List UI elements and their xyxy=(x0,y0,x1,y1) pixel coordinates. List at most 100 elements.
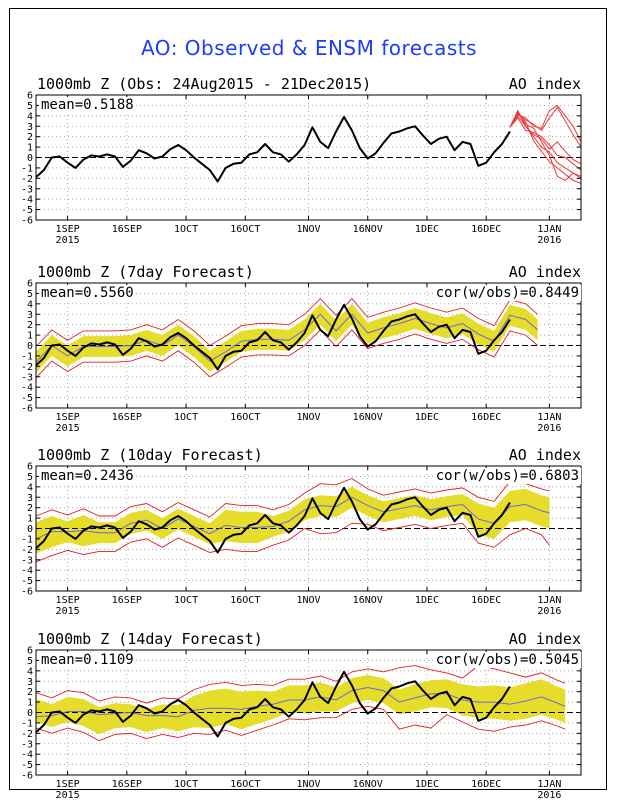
x-tick-label: 1JAN xyxy=(537,595,561,606)
spread-band xyxy=(36,303,538,373)
figure-frame xyxy=(9,8,607,790)
y-tick-label: 6 xyxy=(27,91,33,102)
x-tick-label: 16SEP xyxy=(112,412,142,423)
x-tick-year-label: 2015 xyxy=(56,423,80,434)
y-tick-label: 0 xyxy=(27,524,33,535)
y-tick-label: 5 xyxy=(27,289,33,300)
y-tick-label: -3 xyxy=(21,372,33,383)
x-tick-label: 1DEC xyxy=(415,224,439,235)
ensemble-mean-line xyxy=(35,496,550,540)
y-tick-label: -4 xyxy=(21,195,33,206)
y-tick-label: -6 xyxy=(21,587,33,598)
observed-line xyxy=(35,115,511,183)
y-tick-label: -1 xyxy=(21,351,33,362)
y-tick-label: 2 xyxy=(27,320,33,331)
y-tick-label: -6 xyxy=(21,216,33,227)
ensemble-max-line xyxy=(35,477,550,518)
x-tick-label: 1JAN xyxy=(537,412,561,423)
y-tick-label: 4 xyxy=(27,299,33,310)
y-tick-label: -5 xyxy=(21,576,33,587)
y-tick-label: 3 xyxy=(27,493,33,504)
x-tick-label: 16NOV xyxy=(353,595,383,606)
x-tick-label: 16NOV xyxy=(353,412,383,423)
correlation-stat-label: cor(w/obs)=0.6803 xyxy=(436,468,579,484)
observed-line xyxy=(35,303,511,371)
chart-panel-1: 1000mb Z (Obs: 24Aug2015 - 21Dec2015) AO … xyxy=(21,75,582,246)
x-tick-label: 16SEP xyxy=(112,224,142,235)
x-tick-label: 16SEP xyxy=(112,595,142,606)
y-tick-label: 1 xyxy=(27,331,33,342)
ensemble-min-line xyxy=(35,522,550,563)
panel-title: 1000mb Z (Obs: 24Aug2015 - 21Dec2015) xyxy=(37,75,371,93)
x-tick-year-label: 2015 xyxy=(56,606,80,617)
x-tick-label: 1SEP xyxy=(56,779,80,790)
y-tick-label: 3 xyxy=(27,122,33,133)
panel-index-label: AO index xyxy=(509,263,581,281)
y-tick-label: 0 xyxy=(27,341,33,352)
ensemble-member-line xyxy=(509,104,582,143)
x-tick-label: 1JAN xyxy=(537,224,561,235)
x-tick-label: 1SEP xyxy=(56,412,80,423)
x-tick-label: 16DEC xyxy=(471,224,501,235)
y-tick-label: -5 xyxy=(21,760,33,771)
x-tick-year-label: 2016 xyxy=(537,790,561,800)
ensemble-member-line xyxy=(509,117,582,171)
mean-stat-background xyxy=(39,97,136,113)
y-tick-label: -3 xyxy=(21,739,33,750)
y-tick-label: 0 xyxy=(27,708,33,719)
y-tick-label: 6 xyxy=(27,279,33,290)
y-tick-label: -3 xyxy=(21,555,33,566)
y-tick-label: -6 xyxy=(21,771,33,782)
y-tick-label: 2 xyxy=(27,687,33,698)
mean-stat-label: mean=0.5188 xyxy=(41,97,134,113)
x-tick-label: 1NOV xyxy=(296,595,320,606)
x-tick-label: 1SEP xyxy=(56,224,80,235)
chart-panel-2: 1000mb Z (7day Forecast) AO index6543210-… xyxy=(21,263,582,434)
y-tick-label: -3 xyxy=(21,184,33,195)
figure-title: AO: Observed & ENSM forecasts xyxy=(140,36,478,60)
ensemble-min-line xyxy=(35,705,566,742)
y-tick-label: 3 xyxy=(27,310,33,321)
ensemble-member-line xyxy=(509,114,582,165)
mean-stat-background xyxy=(39,652,136,668)
y-tick-label: 4 xyxy=(27,666,33,677)
y-tick-label: 4 xyxy=(27,482,33,493)
y-tick-label: -2 xyxy=(21,174,33,185)
y-tick-label: -5 xyxy=(21,393,33,404)
x-tick-label: 16OCT xyxy=(230,595,260,606)
mean-stat-label: mean=0.2436 xyxy=(41,468,134,484)
x-tick-label: 16DEC xyxy=(471,779,501,790)
chart-panel-4: 1000mb Z (14day Forecast) AO index 6543210… xyxy=(21,630,582,800)
x-tick-label: 1NOV xyxy=(296,412,320,423)
y-tick-label: 1 xyxy=(27,143,33,154)
x-tick-label: 1OCT xyxy=(174,595,198,606)
y-tick-label: -1 xyxy=(21,163,33,174)
y-tick-label: 5 xyxy=(27,472,33,483)
y-tick-label: -2 xyxy=(21,362,33,373)
x-tick-label: 1NOV xyxy=(296,779,320,790)
y-tick-label: -4 xyxy=(21,750,33,761)
y-tick-label: 6 xyxy=(27,462,33,473)
x-tick-label: 16DEC xyxy=(471,595,501,606)
panel-index-label: AO index xyxy=(509,446,581,464)
panel-title: 1000mb Z (7day Forecast) xyxy=(37,263,254,281)
x-tick-year-label: 2015 xyxy=(56,790,80,800)
y-tick-label: 5 xyxy=(27,101,33,112)
correlation-stat-label: cor(w/obs)=0.5045 xyxy=(436,652,579,668)
y-tick-label: -4 xyxy=(21,566,33,577)
x-tick-label: 1OCT xyxy=(174,779,198,790)
correlation-stat-background xyxy=(433,652,581,668)
y-tick-label: 4 xyxy=(27,111,33,122)
mean-stat-label: mean=0.1109 xyxy=(41,652,134,668)
mean-stat-background xyxy=(39,285,136,301)
panel-title: 1000mb Z (14day Forecast) xyxy=(37,630,263,648)
x-tick-label: 16OCT xyxy=(230,779,260,790)
x-tick-label: 16DEC xyxy=(471,412,501,423)
x-tick-label: 1NOV xyxy=(296,224,320,235)
correlation-stat-label: cor(w/obs)=0.8449 xyxy=(436,285,579,301)
y-tick-label: 5 xyxy=(27,656,33,667)
y-tick-label: 2 xyxy=(27,132,33,143)
y-tick-label: -2 xyxy=(21,729,33,740)
ensemble-min-line xyxy=(35,329,538,379)
